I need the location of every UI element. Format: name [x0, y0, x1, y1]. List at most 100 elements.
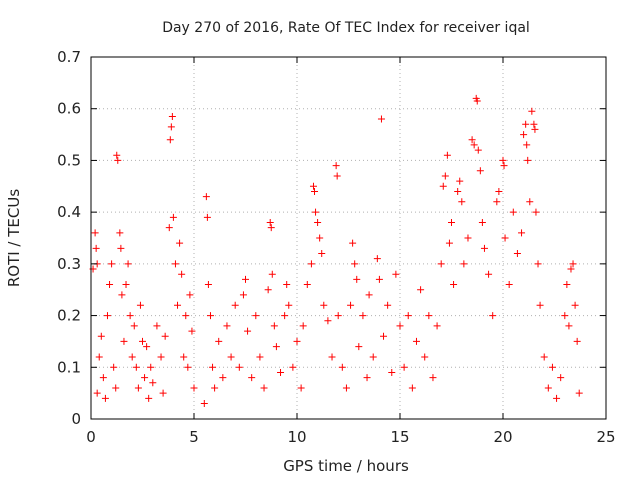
y-tick-label: 0.2 — [57, 307, 81, 325]
data-point-marker — [91, 229, 99, 237]
data-point-marker — [209, 363, 217, 371]
data-point-marker — [203, 213, 211, 221]
data-point-marker — [188, 327, 196, 335]
data-point-marker — [106, 281, 114, 289]
data-point-marker — [448, 218, 455, 226]
data-point-marker — [468, 136, 476, 144]
data-point-marker — [400, 363, 408, 371]
data-point-marker — [553, 394, 561, 402]
data-point-marker — [573, 337, 581, 345]
data-point-marker — [270, 322, 278, 330]
data-point-marker — [190, 384, 198, 392]
data-point-marker — [244, 327, 252, 335]
x-tick-label: 20 — [493, 428, 512, 446]
data-point-marker — [476, 167, 484, 175]
data-point-marker — [299, 322, 307, 330]
data-point-marker — [531, 125, 539, 133]
data-point-marker — [499, 156, 507, 164]
data-point-marker — [239, 291, 247, 299]
data-point-marker — [421, 353, 429, 361]
data-point-marker — [93, 389, 101, 397]
data-point-marker — [388, 368, 396, 376]
data-point-marker — [500, 162, 508, 170]
data-point-marker — [267, 224, 275, 232]
data-point-marker — [92, 244, 100, 252]
data-point-marker — [363, 374, 371, 382]
data-point-marker — [544, 384, 552, 392]
data-point-marker — [505, 281, 513, 289]
data-point-marker — [260, 384, 268, 392]
data-point-marker — [165, 224, 173, 232]
data-point-marker — [113, 151, 121, 159]
data-point-marker — [332, 162, 340, 170]
data-point-marker — [493, 198, 501, 206]
data-point-marker — [369, 353, 377, 361]
y-tick-label: 0.5 — [57, 151, 81, 169]
data-point-marker — [166, 136, 174, 144]
data-point-marker — [320, 301, 328, 309]
x-axis-label: GPS time / hours — [283, 457, 409, 475]
data-point-marker — [147, 363, 155, 371]
y-tick-label: 0 — [71, 410, 81, 428]
data-point-marker — [266, 218, 274, 226]
data-point-marker — [289, 363, 297, 371]
data-point-marker — [159, 389, 167, 397]
marks-layer — [89, 94, 583, 407]
data-point-marker — [176, 239, 184, 247]
data-point-marker — [470, 141, 478, 149]
data-point-marker — [425, 312, 433, 320]
data-point-marker — [136, 301, 144, 309]
data-point-marker — [417, 286, 425, 294]
data-point-marker — [268, 270, 276, 278]
data-point-marker — [518, 229, 526, 237]
data-point-marker — [530, 120, 538, 128]
data-point-marker — [316, 234, 324, 242]
data-point-marker — [161, 332, 169, 340]
data-point-marker — [528, 107, 536, 115]
data-point-marker — [509, 208, 517, 216]
data-point-marker — [168, 112, 176, 120]
data-point-marker — [324, 317, 332, 325]
data-point-marker — [231, 301, 239, 309]
data-point-marker — [277, 368, 285, 376]
data-point-marker — [312, 208, 320, 216]
data-point-marker — [563, 281, 571, 289]
data-point-marker — [95, 353, 103, 361]
data-point-marker — [120, 337, 128, 345]
data-point-marker — [118, 291, 126, 299]
data-point-marker — [314, 218, 322, 226]
data-point-marker — [235, 363, 243, 371]
data-point-marker — [132, 363, 140, 371]
data-point-marker — [171, 260, 179, 268]
data-point-marker — [526, 198, 534, 206]
data-point-marker — [445, 239, 453, 247]
data-point-marker — [347, 301, 355, 309]
data-point-marker — [380, 332, 388, 340]
chart-title: Day 270 of 2016, Rate Of TEC Index for r… — [162, 20, 530, 36]
data-point-marker — [532, 208, 540, 216]
data-point-marker — [513, 250, 521, 258]
data-point-marker — [124, 260, 132, 268]
data-point-marker — [264, 286, 272, 294]
data-point-marker — [130, 322, 138, 330]
data-point-marker — [219, 374, 227, 382]
data-point-marker — [522, 120, 530, 128]
y-tick-label: 0.1 — [57, 358, 81, 376]
data-point-marker — [489, 312, 497, 320]
data-point-marker — [101, 394, 109, 402]
data-point-marker — [143, 343, 151, 351]
data-point-marker — [328, 353, 336, 361]
data-point-marker — [460, 260, 468, 268]
data-point-marker — [99, 374, 107, 382]
data-point-marker — [186, 291, 194, 299]
data-point-marker — [478, 218, 486, 226]
data-point-marker — [334, 312, 342, 320]
data-point-marker — [272, 343, 280, 351]
data-point-marker — [252, 312, 260, 320]
x-tick-label: 25 — [596, 428, 615, 446]
data-point-marker — [145, 394, 153, 402]
ticks-layer: 0 5 10 15 20 25 0 0.1 0.2 0.3 0.4 0.5 0.6 0.7 — [57, 48, 615, 446]
data-point-marker — [139, 337, 146, 345]
data-point-marker — [520, 131, 528, 139]
